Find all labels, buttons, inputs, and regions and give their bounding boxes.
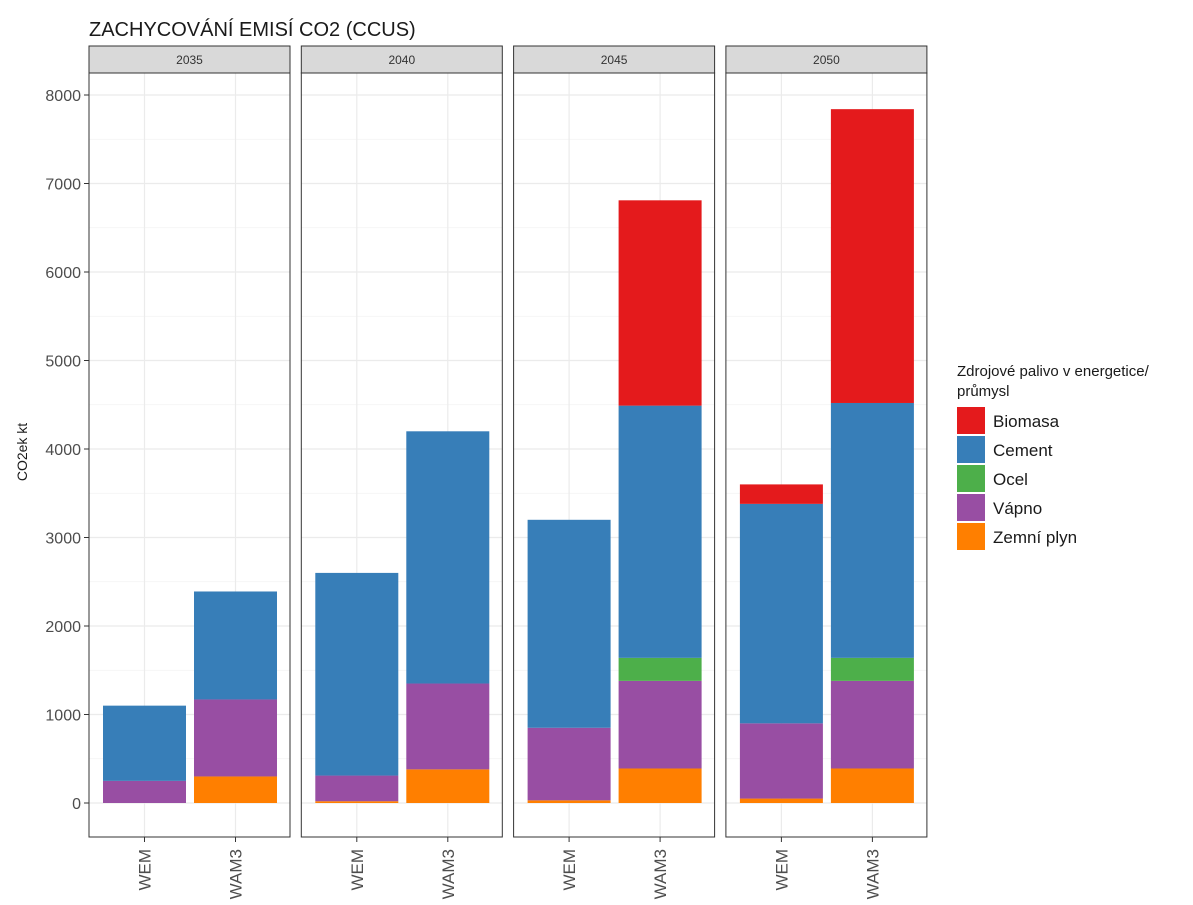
bar-2040-wem-vápno — [315, 775, 399, 802]
legend: Zdrojové palivo v energetice/ průmysl Bi… — [957, 363, 1150, 550]
bar-2050-wem-cement — [739, 503, 823, 724]
bar-2040-wam3-vápno — [406, 683, 490, 770]
facet-panel-2040: 2040 WEM WAM3 — [300, 45, 503, 899]
bar-2045-wem-vápno — [527, 727, 611, 801]
bar-2050-wem-vápno — [739, 723, 823, 799]
facet-strip — [300, 45, 503, 74]
bar-2050-wam3-zemní-plyn — [830, 768, 914, 803]
bar-2040-wam3-cement — [406, 431, 490, 684]
x-tick-label: WAM3 — [439, 849, 458, 899]
bar-2050-wam3-ocel — [830, 657, 914, 681]
bar-2035-wam3-zemní-plyn — [194, 776, 277, 803]
bar-2050-wam3-cement — [830, 402, 914, 658]
bar-2045-wam3-cement — [618, 405, 702, 658]
facet-panels: 2035 WEM WAM3 2040 WEM WAM3 2045 WEM WAM3 2050 WEM… — [45, 45, 928, 899]
legend-label: Vápno — [993, 499, 1042, 518]
facet-panel-2035: 2035 WEM WAM3 — [88, 45, 291, 899]
y-tick-label: 2000 — [45, 619, 81, 636]
x-tick-label: WEM — [560, 849, 579, 891]
legend-label: Biomasa — [993, 412, 1060, 431]
bar-2045-wem-zemní-plyn — [527, 800, 611, 803]
y-axis: 0 1000 2000 3000 4000 5000 6000 7000 8000 — [45, 88, 89, 813]
bar-2040-wam3-zemní-plyn — [406, 769, 490, 803]
bar-2050-wam3-biomasa — [830, 109, 914, 403]
y-tick-label: 6000 — [45, 265, 81, 282]
bar-2035-wem-vápno — [103, 780, 186, 803]
legend-key-vápno — [957, 494, 985, 521]
facet-strip — [725, 45, 928, 74]
x-tick-label: WEM — [772, 849, 791, 891]
facet-strip-label: 2035 — [176, 53, 203, 67]
y-tick-label: 1000 — [45, 708, 81, 725]
legend-key-cement — [957, 436, 985, 463]
bar-2035-wam3-cement — [194, 591, 277, 700]
x-tick-label: WEM — [136, 849, 155, 891]
legend-key-biomasa — [957, 407, 985, 434]
legend-title-line-1: Zdrojové palivo v energetice/ — [957, 363, 1150, 380]
facet-panel-2045: 2045 WEM WAM3 — [513, 45, 716, 899]
bar-2040-wem-cement — [315, 572, 399, 776]
bar-2050-wem-zemní-plyn — [739, 798, 823, 803]
bar-2050-wam3-vápno — [830, 680, 914, 769]
bar-2035-wem-cement — [103, 705, 186, 781]
y-tick-label: 3000 — [45, 531, 81, 548]
x-tick-label: WAM3 — [863, 849, 882, 899]
bar-2040-wem-zemní-plyn — [315, 801, 399, 803]
facet-panel-2050: 2050 WEM WAM3 — [725, 45, 928, 899]
legend-key-zemní-plyn — [957, 523, 985, 550]
facet-strip — [88, 45, 291, 74]
y-tick-label: 0 — [72, 796, 81, 813]
legend-key-ocel — [957, 465, 985, 492]
facet-strip-label: 2050 — [813, 53, 840, 67]
y-axis-label: CO2ek kt — [14, 423, 30, 481]
facet-strip-label: 2040 — [388, 53, 415, 67]
y-tick-label: 4000 — [45, 442, 81, 459]
bar-2045-wem-cement — [527, 519, 611, 728]
bar-2045-wam3-ocel — [618, 657, 702, 681]
y-tick-label: 8000 — [45, 88, 81, 105]
x-tick-label: WAM3 — [227, 849, 246, 899]
bar-2045-wam3-biomasa — [618, 200, 702, 406]
facet-strip — [513, 45, 716, 74]
bar-2045-wam3-vápno — [618, 680, 702, 769]
y-tick-label: 5000 — [45, 354, 81, 371]
legend-title-line-2: průmysl — [957, 383, 1010, 400]
x-tick-label: WAM3 — [651, 849, 670, 899]
bar-2035-wam3-vápno — [194, 699, 277, 777]
legend-label: Zemní plyn — [993, 528, 1077, 547]
legend-label: Ocel — [993, 470, 1028, 489]
legend-label: Cement — [993, 441, 1053, 460]
y-tick-label: 7000 — [45, 177, 81, 194]
facet-strip-label: 2045 — [601, 53, 628, 67]
bar-2050-wem-biomasa — [739, 484, 823, 504]
chart-title: ZACHYCOVÁNÍ EMISÍ CO2 (CCUS) — [89, 18, 416, 41]
bar-2045-wam3-zemní-plyn — [618, 768, 702, 803]
x-tick-label: WEM — [348, 849, 367, 891]
